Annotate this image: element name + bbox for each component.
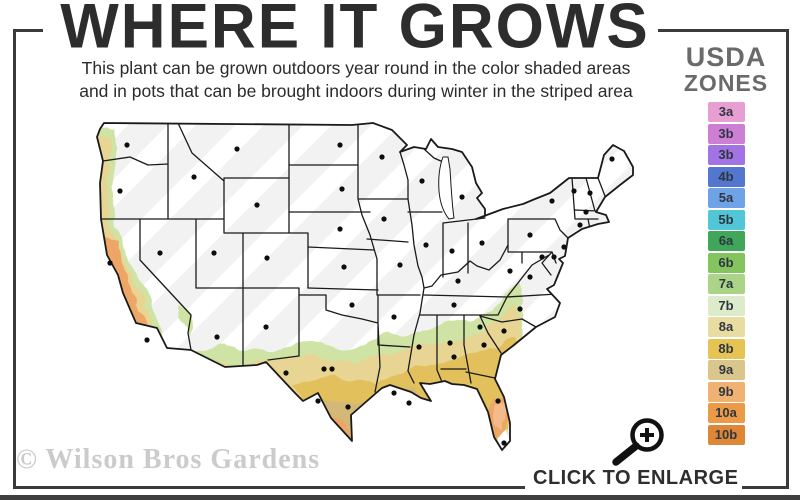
us-zone-map[interactable]: [52, 105, 652, 465]
lake-michigan: [438, 156, 455, 220]
legend-swatch-3b: 3b: [707, 145, 745, 165]
legend-swatch-9b: 9b: [707, 381, 745, 402]
frame-right: [786, 29, 789, 489]
legend-swatch-7a: 7a: [707, 274, 745, 294]
legend-swatch-7b: 7b: [707, 295, 745, 316]
frame-bottom-right-segment: [742, 486, 789, 489]
legend-title-zones: ZONES: [683, 70, 769, 96]
magnifier-plus-icon[interactable]: [603, 410, 675, 468]
legend-swatch-10b: 10b: [707, 424, 745, 445]
legend-title-usda: USDA: [685, 42, 767, 72]
subtitle-line-1: This plant can be grown outdoors year ro…: [81, 58, 631, 78]
state-borders: [100, 123, 606, 393]
subtitle: This plant can be grown outdoors year ro…: [0, 57, 712, 103]
frame-top-right-segment: [658, 29, 789, 32]
legend-swatch-8b: 8b: [707, 338, 745, 359]
legend-swatch-9a: 9a: [707, 360, 745, 380]
city-marker-dots: [107, 142, 615, 446]
legend-swatch-3a: 3a: [707, 102, 745, 122]
legend-swatch-5a: 5a: [707, 188, 745, 208]
page-title: WHERE IT GROWS: [60, 0, 650, 62]
click-to-enlarge-label[interactable]: CLICK TO ENLARGE: [533, 467, 739, 489]
legend-swatch-6a: 6a: [707, 231, 745, 251]
frame-bottom-left-segment: [13, 486, 525, 489]
legend-swatch-8a: 8a: [707, 317, 745, 337]
legend-swatch-6b: 6b: [707, 252, 745, 273]
us-outline: [96, 122, 634, 451]
legend-swatch-4b: 4b: [707, 166, 745, 187]
bottom-divider-bar: [0, 495, 800, 500]
legend-swatch-10a: 10a: [707, 403, 745, 423]
legend-swatch-5b: 5b: [707, 209, 745, 230]
usda-zones-legend: USDA ZONES 3a 3b 3b 4b 5a 5b 6a 6b 7a 7b 8a 8b 9a 9b 1…: [662, 44, 790, 446]
legend-swatch-list: 3a 3b 3b 4b 5a 5b 6a 6b 7a 7b 8a 8b 9a 9b 10a 10b: [662, 102, 790, 445]
subtitle-line-2: and in pots that can be brought indoors …: [79, 81, 633, 101]
watermark: © Wilson Bros Gardens: [16, 444, 321, 475]
legend-swatch-3b: 3b: [707, 123, 745, 144]
frame-top-left-segment: [13, 29, 43, 32]
frame-left: [13, 29, 16, 489]
